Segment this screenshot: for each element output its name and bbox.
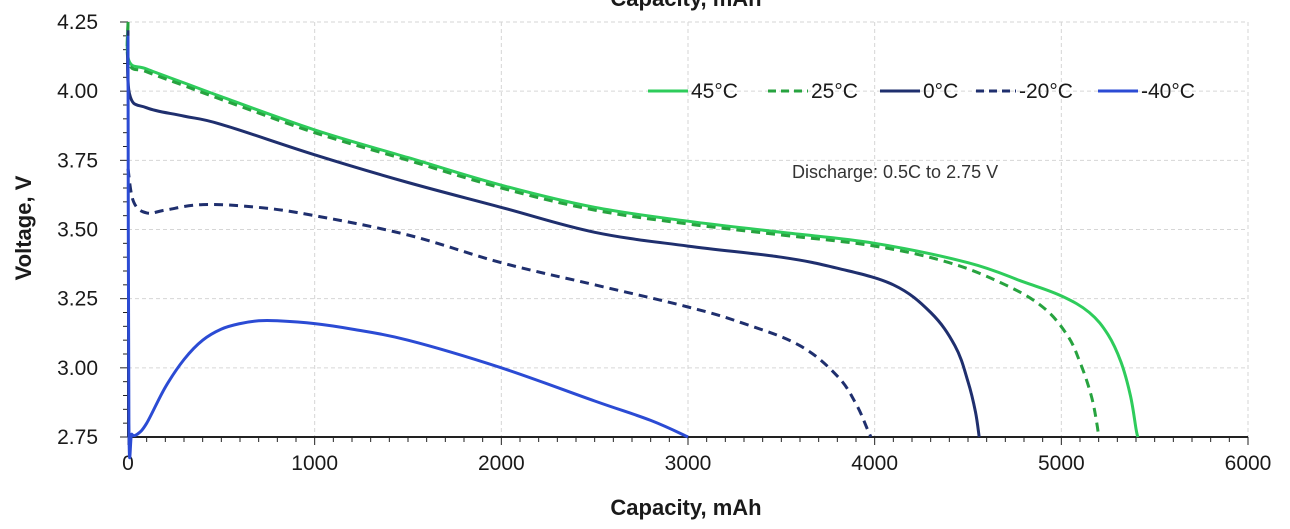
legend-item: -40°C [1098, 80, 1195, 103]
legend-item: 25°C [768, 80, 858, 103]
legend-item: -20°C [976, 80, 1073, 103]
chart-title: Capacity, mAh [610, 0, 761, 11]
legend-item: 0°C [880, 80, 958, 103]
x-tick-label: 0 [122, 452, 134, 475]
legend-label: 45°C [691, 80, 738, 103]
x-axis-title: Capacity, mAh [610, 495, 761, 520]
x-tick-label: 2000 [478, 452, 525, 475]
legend-label: 25°C [811, 80, 858, 103]
y-tick-label: 2.75 [57, 426, 98, 449]
grid-layer [128, 21, 1249, 437]
y-tick-label: 3.00 [57, 357, 98, 380]
y-axis-title: Voltage, V [11, 175, 36, 280]
x-tick-label: 6000 [1225, 452, 1272, 475]
discharge-annotation: Discharge: 0.5C to 2.75 V [792, 162, 998, 182]
series-layer [125, 21, 1140, 459]
axis-layer: 0 1000 2000 3000 4000 5000 6000 2.75 3.00 3.25 3.5… [57, 11, 1271, 475]
legend: 45°C 25°C 0°C -20°C -40°C [648, 80, 1195, 103]
series-line-5 [126, 35, 689, 459]
legend-label: -20°C [1019, 80, 1073, 103]
legend-label: -40°C [1141, 80, 1195, 103]
series-line-3 [126, 30, 981, 438]
legend-item: 45°C [648, 80, 738, 103]
series-line-1 [125, 21, 1140, 438]
legend-label: 0°C [923, 80, 958, 103]
series-line-4 [126, 168, 873, 438]
y-tick-label: 4.00 [57, 80, 98, 103]
x-tick-label: 5000 [1038, 452, 1085, 475]
x-tick-label: 1000 [291, 452, 338, 475]
y-tick-label: 3.25 [57, 288, 98, 311]
x-tick-label: 3000 [665, 452, 712, 475]
x-tick-label: 4000 [851, 452, 898, 475]
y-tick-label: 3.75 [57, 149, 98, 172]
y-tick-label: 4.25 [57, 11, 98, 34]
y-tick-label: 3.50 [57, 219, 98, 242]
